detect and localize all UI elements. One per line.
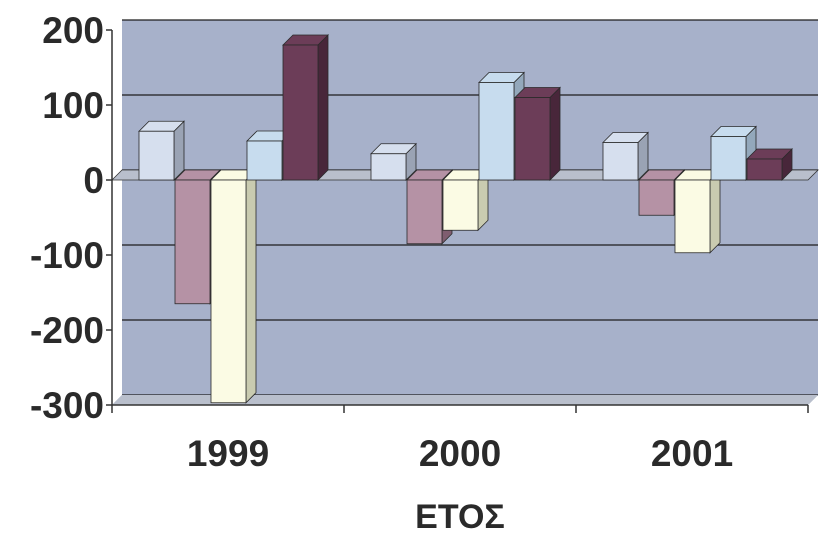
x-tick-label: 2000 <box>419 433 501 474</box>
bar <box>282 34 329 181</box>
x-tick-labels: 1999 2000 2001 <box>187 433 733 474</box>
y-tick-label: -200 <box>30 310 104 351</box>
bar <box>210 169 257 404</box>
y-tick-label: -100 <box>30 235 104 276</box>
axes <box>106 29 809 413</box>
bar <box>602 131 649 181</box>
bar <box>674 169 721 254</box>
bar <box>746 148 793 181</box>
y-tick-label: 200 <box>42 10 104 51</box>
y-tick-labels: 200 100 0 -100 -200 -300 <box>30 10 104 426</box>
x-tick-label: 2001 <box>651 433 733 474</box>
y-tick-label: -300 <box>30 385 104 426</box>
y-tick-label: 0 <box>83 160 104 201</box>
bar <box>370 142 417 181</box>
bar <box>442 169 489 232</box>
bar <box>514 86 561 181</box>
x-tick-label: 1999 <box>187 433 269 474</box>
bars <box>138 34 793 404</box>
x-axis-title: ΕΤΟΣ <box>415 498 505 536</box>
y-tick-label: 100 <box>42 85 104 126</box>
bar <box>710 125 757 181</box>
bar <box>138 120 185 181</box>
